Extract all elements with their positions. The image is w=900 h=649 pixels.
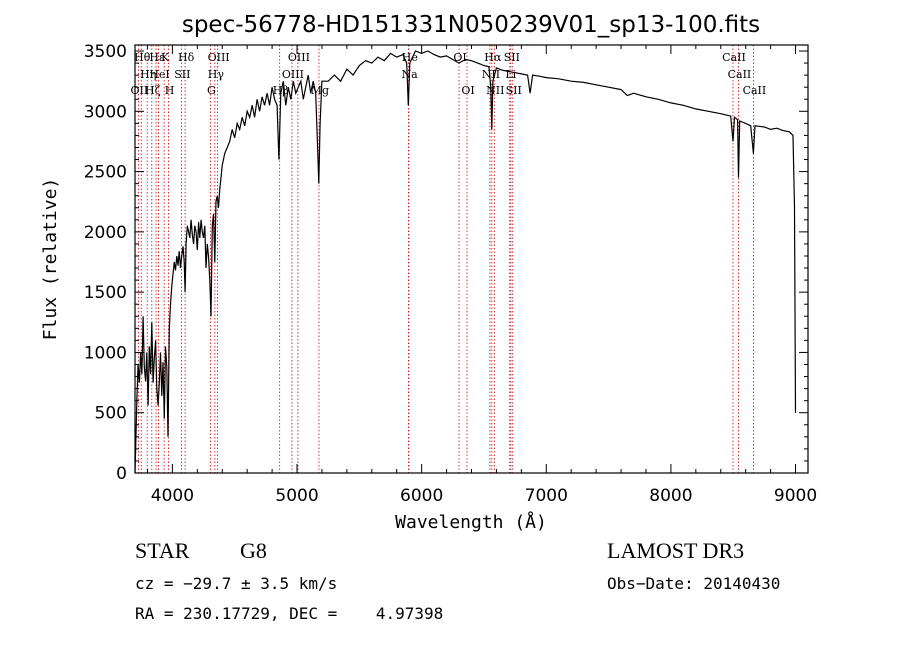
x-tick-label: 6000 bbox=[400, 486, 443, 506]
line-label: H bbox=[165, 84, 175, 97]
chart-title: spec-56778-HD151331N050239V01_sp13-100.f… bbox=[182, 12, 760, 38]
y-tick-label: 1500 bbox=[84, 283, 127, 303]
line-label: Mg bbox=[311, 84, 329, 97]
x-axis: 4000 5000 6000 7000 8000 9000 bbox=[146, 45, 817, 506]
x-tick-label: 9000 bbox=[774, 486, 817, 506]
line-label: Hζ bbox=[145, 84, 161, 97]
line-label: Hη bbox=[140, 68, 156, 81]
obs-date-text: Obs−Date: 20140430 bbox=[607, 574, 781, 593]
redshift-text: cz = −29.7 ± 3.5 km/s bbox=[135, 574, 338, 593]
x-tick-label: 4000 bbox=[151, 486, 194, 506]
y-tick-label: 0 bbox=[116, 464, 127, 484]
y-axis: 0 500 1000 1500 2000 2500 3000 3500 bbox=[84, 42, 808, 484]
line-label: OI bbox=[461, 84, 474, 97]
x-tick-label: 8000 bbox=[649, 486, 692, 506]
line-labels: OIIHθHηHζHεHeIKHSIIHδGHγOIIIHβOIIIOIIIMg… bbox=[131, 51, 767, 97]
line-label: SII bbox=[506, 84, 522, 97]
y-tick-label: 2500 bbox=[84, 163, 127, 183]
line-label: OIII bbox=[208, 51, 230, 64]
line-label: SII bbox=[504, 51, 520, 64]
coords-text: RA = 230.17729, DEC = 4.97398 bbox=[135, 604, 444, 623]
line-label: Hδ bbox=[178, 51, 195, 64]
line-label: HeI bbox=[149, 68, 169, 81]
line-label: Hε bbox=[149, 51, 165, 64]
survey-label: LAMOST DR3 bbox=[607, 538, 745, 563]
line-label: SII bbox=[174, 68, 190, 81]
y-tick-label: 500 bbox=[95, 404, 127, 424]
line-label: G bbox=[207, 84, 216, 97]
line-markers bbox=[137, 45, 754, 473]
x-tick-label: 7000 bbox=[525, 486, 568, 506]
y-tick-label: 1000 bbox=[84, 343, 127, 363]
y-axis-label: Flux (relative) bbox=[40, 178, 61, 341]
line-label: OIII bbox=[282, 68, 304, 81]
line-label: CaII bbox=[722, 51, 746, 64]
line-label: Li bbox=[505, 68, 516, 81]
line-label: K bbox=[161, 51, 170, 64]
y-tick-label: 3500 bbox=[84, 42, 127, 62]
line-label: Hγ bbox=[208, 68, 225, 81]
y-tick-label: 3000 bbox=[84, 102, 127, 122]
x-axis-label: Wavelength (Å) bbox=[395, 511, 547, 533]
line-label: NII bbox=[482, 68, 500, 81]
line-label: OIII bbox=[288, 51, 310, 64]
class-label: STAR bbox=[135, 538, 190, 563]
subclass-label: G8 bbox=[240, 538, 267, 563]
line-label: CaII bbox=[728, 68, 752, 81]
line-label: Hθ bbox=[134, 51, 151, 64]
line-label: Hα bbox=[484, 51, 502, 64]
line-label: NII bbox=[486, 84, 504, 97]
line-label: CaII bbox=[743, 84, 767, 97]
plot-frame bbox=[134, 44, 809, 474]
y-tick-label: 2000 bbox=[84, 223, 127, 243]
x-tick-label: 5000 bbox=[275, 486, 318, 506]
spectrum-line bbox=[134, 50, 797, 474]
